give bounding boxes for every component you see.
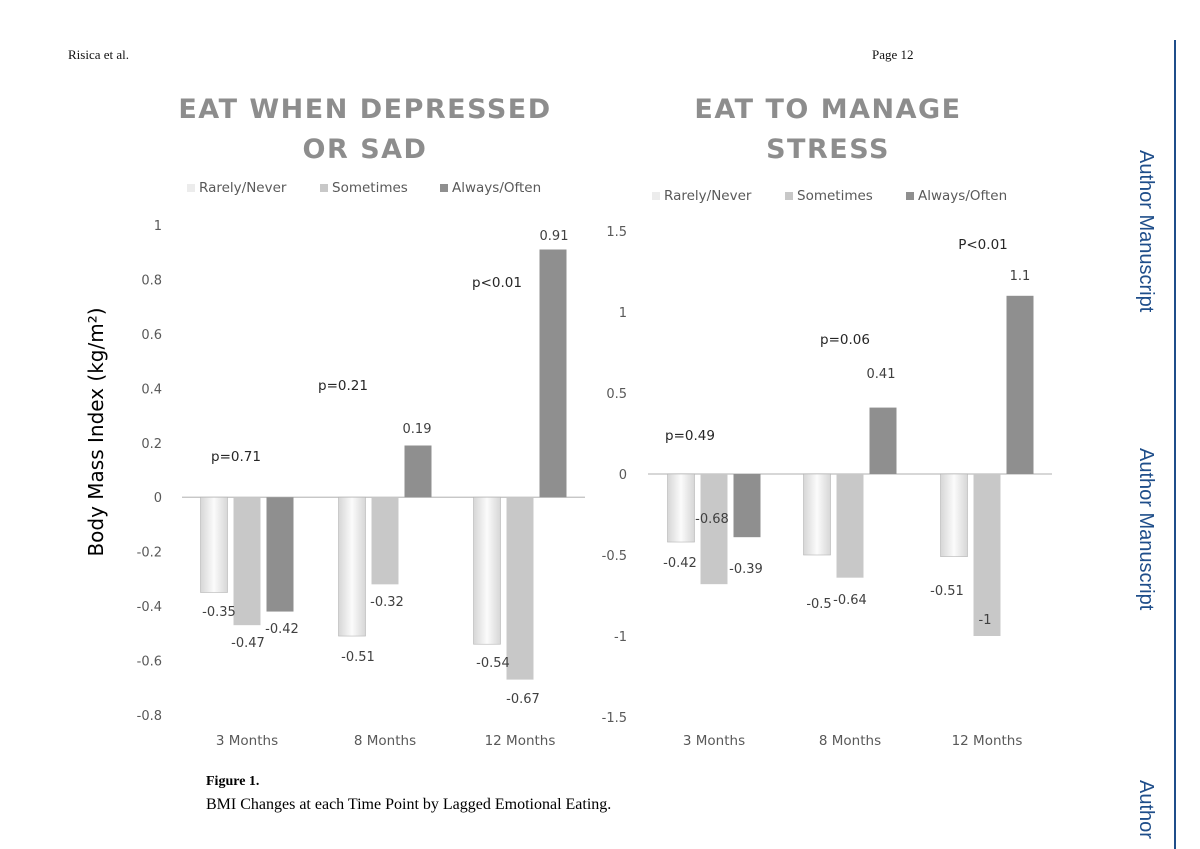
chart2-bar-always-often xyxy=(733,474,761,538)
figure-charts: EAT WHEN DEPRESSED OR SAD Rarely/Never Some… xyxy=(84,94,1052,749)
chart1-y-tick-label: 0.4 xyxy=(141,382,162,397)
chart2-bar-sometimes xyxy=(973,474,1001,636)
chart2-legend-label: Rarely/Never xyxy=(664,188,752,204)
chart2-data-label: -1 xyxy=(979,613,992,628)
chart2-legend-swatch xyxy=(652,192,660,200)
chart1-legend-swatch xyxy=(320,184,328,192)
header-author: Risica et al. xyxy=(68,47,130,62)
chart2-bar-sometimes xyxy=(700,474,728,585)
chart1-bar-always-often xyxy=(404,445,432,498)
chart2-bar-sometimes xyxy=(836,474,864,578)
chart2-y-tick-label: 0 xyxy=(619,468,627,483)
chart1-bar-sometimes xyxy=(233,497,261,626)
chart2-data-label: 0.41 xyxy=(867,367,896,382)
chart1-legend-swatch xyxy=(187,184,195,192)
chart1-bar-sometimes xyxy=(506,497,534,680)
chart1-y-tick-label: 0.6 xyxy=(141,328,162,343)
chart1-category-label: 3 Months xyxy=(216,733,278,749)
chart1-y-tick-label: -0.4 xyxy=(137,600,162,615)
chart2-data-label: -0.5 xyxy=(806,597,831,612)
chart1-data-label: -0.42 xyxy=(265,622,299,637)
chart1-legend-label: Sometimes xyxy=(332,180,408,196)
chart1-legend-swatch xyxy=(440,184,448,192)
chart1-data-label: -0.67 xyxy=(506,692,540,707)
chart1-data-label: -0.51 xyxy=(341,650,375,665)
chart1-y-tick-label: 0.2 xyxy=(141,437,162,452)
chart1-p-value: p=0.71 xyxy=(211,449,261,465)
chart2-bar-always-often xyxy=(1006,295,1034,474)
chart1-data-label: 0.19 xyxy=(403,422,432,437)
chart1-data-label: 0.91 xyxy=(540,229,569,244)
chart2-y-tick-label: 1 xyxy=(619,306,627,321)
chart2-title-line: EAT TO MANAGE xyxy=(694,94,961,125)
chart1-bar-sometimes xyxy=(371,497,399,585)
chart2-p-value: p=0.06 xyxy=(820,332,870,348)
chart2-category-label: 3 Months xyxy=(683,733,745,749)
chart1-y-tick-label: 1 xyxy=(154,219,162,234)
chart2-data-label: -0.42 xyxy=(663,556,697,571)
chart2-bar-rarely-never xyxy=(803,473,831,556)
chart1-bar-rarely-never xyxy=(200,496,228,593)
chart1-bar-rarely-never xyxy=(338,496,366,637)
chart1-y-tick-label: 0.8 xyxy=(141,273,162,288)
chart1-y-tick-label: -0.6 xyxy=(137,655,162,670)
chart1-data-label: -0.32 xyxy=(370,595,404,610)
figure-label: Figure 1. xyxy=(206,774,260,789)
chart2-category-label: 8 Months xyxy=(819,733,881,749)
chart1-bar-always-often xyxy=(539,249,567,498)
chart1-legend-label: Always/Often xyxy=(452,180,541,196)
chart1-legend-label: Rarely/Never xyxy=(199,180,287,196)
chart2-legend-label: Sometimes xyxy=(797,188,873,204)
chart2-bar-rarely-never xyxy=(940,473,968,557)
chart2-p-value: p=0.49 xyxy=(665,428,715,444)
chart2-y-tick-label: 1.5 xyxy=(606,225,627,240)
chart2-category-label: 12 Months xyxy=(952,733,1023,749)
chart1-bar-always-often xyxy=(266,497,294,612)
chart2-data-label: -0.64 xyxy=(833,593,867,608)
chart2-bar-rarely-never xyxy=(667,473,695,543)
chart2-y-tick-label: 0.5 xyxy=(606,387,627,402)
figure-caption: BMI Changes at each Time Point by Lagged… xyxy=(206,796,612,813)
chart1-p-value: p<0.01 xyxy=(472,275,522,291)
chart1-y-tick-label: -0.8 xyxy=(137,709,162,724)
chart2-legend-swatch xyxy=(906,192,914,200)
chart2-legend-swatch xyxy=(785,192,793,200)
chart2-bar-always-often xyxy=(869,407,897,474)
chart1-data-label: -0.47 xyxy=(231,636,265,651)
chart2-data-label: -0.51 xyxy=(930,584,964,599)
chart1-data-label: -0.54 xyxy=(476,656,510,671)
chart1-y-axis-title: Body Mass Index (kg/m²) xyxy=(84,307,108,556)
chart2-y-tick-label: -1.5 xyxy=(602,711,627,726)
chart2-y-tick-label: -0.5 xyxy=(602,549,627,564)
chart1-title-line: OR SAD xyxy=(303,134,428,165)
chart2-data-label: 1.1 xyxy=(1010,269,1031,284)
chart1-y-tick-label: 0 xyxy=(154,491,162,506)
chart2-data-label: -0.68 xyxy=(695,512,729,527)
chart1-data-label: -0.35 xyxy=(202,605,236,620)
chart2-legend-label: Always/Often xyxy=(918,188,1007,204)
header-page-number: Page 12 xyxy=(872,47,914,62)
chart2-data-label: -0.39 xyxy=(729,562,763,577)
sidebar-rule xyxy=(1174,40,1176,849)
chart1-title-line: EAT WHEN DEPRESSED xyxy=(178,94,551,125)
chart1-p-value: p=0.21 xyxy=(318,378,368,394)
chart1-category-label: 8 Months xyxy=(354,733,416,749)
chart1-category-label: 12 Months xyxy=(485,733,556,749)
chart1-bar-rarely-never xyxy=(473,496,501,645)
chart1-y-tick-label: -0.2 xyxy=(137,546,162,561)
chart2-y-tick-label: -1 xyxy=(614,630,627,645)
chart2-p-value: P<0.01 xyxy=(958,237,1008,253)
chart2-title-line: STRESS xyxy=(766,134,890,165)
